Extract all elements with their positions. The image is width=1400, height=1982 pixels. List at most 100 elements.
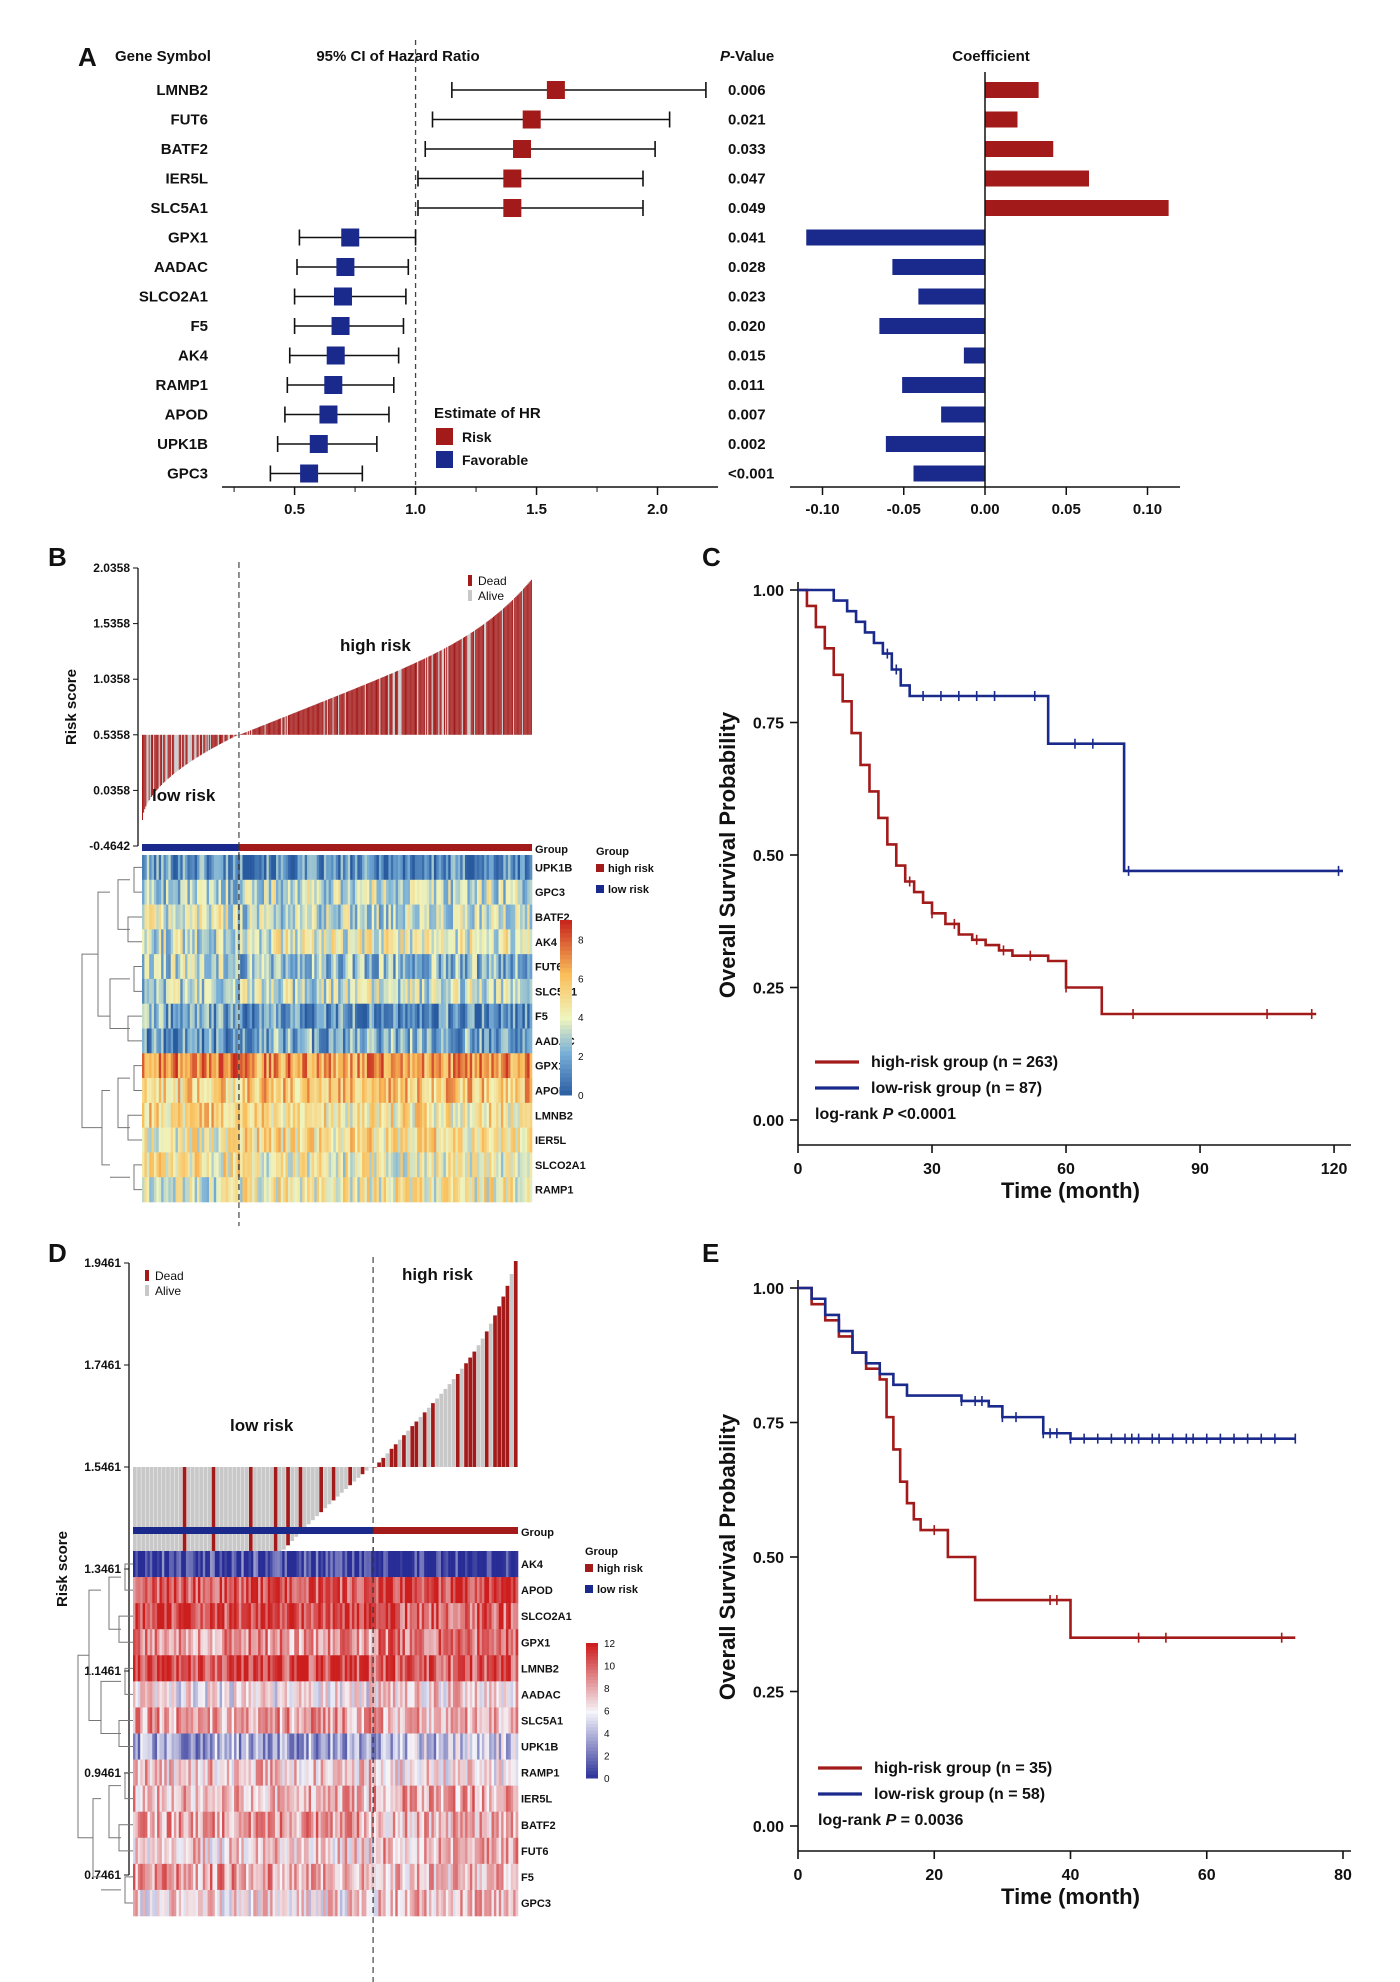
heatmap-cell xyxy=(222,1759,225,1786)
heatmap-cell xyxy=(421,1127,425,1153)
heatmap-cell xyxy=(291,1603,295,1630)
heatmap-cell xyxy=(140,1811,143,1839)
heatmap-cell xyxy=(513,1681,516,1708)
heatmap-cell xyxy=(208,1053,212,1079)
risk-score-bar xyxy=(388,674,390,735)
heatmap-cell xyxy=(250,1707,254,1734)
heatmap-cell xyxy=(349,1733,353,1760)
heatmap-cell xyxy=(342,1629,346,1656)
heatmap-cell xyxy=(481,1003,485,1029)
colorbar-step xyxy=(560,941,572,947)
heatmap-cell xyxy=(419,1551,423,1578)
heatmap-cell xyxy=(193,1707,196,1734)
heatmap-cell xyxy=(270,1785,273,1813)
heatmap-cell xyxy=(388,1177,392,1203)
heatmap-cell xyxy=(142,855,145,881)
heatmap-cell xyxy=(479,1603,483,1630)
heatmap-cell xyxy=(359,1102,363,1128)
heatmap-cell xyxy=(327,1707,331,1734)
heatmap-cell xyxy=(242,1127,246,1153)
heatmap-cell xyxy=(146,1078,150,1104)
coefficient-bar xyxy=(918,288,985,305)
heatmap-cell xyxy=(345,855,349,881)
p-value: 0.047 xyxy=(728,171,766,188)
heatmap-cell xyxy=(455,1177,459,1203)
heatmap-cell xyxy=(474,855,478,881)
heatmap-cell xyxy=(508,1177,511,1203)
heatmap-cell xyxy=(264,978,267,1005)
heatmap-cell xyxy=(194,1003,198,1029)
heatmap-cell xyxy=(153,978,157,1005)
heatmap-cell xyxy=(332,1759,336,1786)
heatmap-cell xyxy=(474,1551,478,1578)
heatmap-cell xyxy=(390,929,394,955)
heatmap-cell xyxy=(486,1003,490,1029)
heatmap-cell xyxy=(510,1655,514,1682)
heatmap-cell xyxy=(486,1681,490,1708)
heatmap-cell xyxy=(316,954,320,980)
risk-score-bar xyxy=(352,689,354,735)
heatmap-cell xyxy=(144,1177,148,1203)
heatmap-cell xyxy=(224,1785,228,1813)
heatmap-cell xyxy=(455,1028,459,1054)
heatmap-cell xyxy=(278,1028,282,1054)
heatmap-cell xyxy=(493,1733,497,1760)
heatmap-cell xyxy=(205,1707,208,1734)
heatmap-cell xyxy=(481,1811,485,1839)
heatmap-cell xyxy=(308,1837,312,1865)
heatmap-cell xyxy=(183,1603,187,1630)
heatmap-cell xyxy=(465,1681,468,1708)
heatmap-cell xyxy=(414,1759,418,1786)
heatmap-cell xyxy=(147,1837,151,1865)
heatmap-cell xyxy=(424,929,428,955)
heatmap-cell xyxy=(419,1028,423,1054)
header-p-rest: -Value xyxy=(730,48,774,65)
heatmap-cell xyxy=(508,1629,512,1656)
heatmap-cell xyxy=(292,1053,296,1079)
heatmap-cell xyxy=(190,1577,194,1604)
heatmap-cell xyxy=(223,1102,227,1128)
heatmap-cell xyxy=(247,1078,250,1104)
heatmap-cell xyxy=(272,1733,276,1760)
heatmap-cell xyxy=(333,904,337,930)
heatmap-cell xyxy=(352,929,356,955)
heatmap-cell xyxy=(313,1655,317,1682)
heatmap-cell xyxy=(500,1102,504,1128)
risk-score-bar xyxy=(397,670,399,735)
heatmap-cell xyxy=(390,855,394,881)
heatmap-cell xyxy=(354,1837,358,1865)
group-bar-low xyxy=(133,1527,374,1534)
heatmap-cell xyxy=(253,1811,257,1839)
risk-score-bar xyxy=(243,733,245,735)
legend-label: Favorable xyxy=(462,452,528,468)
heatmap-cell xyxy=(407,1681,411,1708)
risk-score-bar xyxy=(472,1351,477,1467)
heatmap-gene-label: UPK1B xyxy=(535,862,572,874)
heatmap-cell xyxy=(278,1127,282,1153)
heatmap-cell xyxy=(431,1028,435,1054)
heatmap-cell xyxy=(414,1078,418,1104)
risk-score-bar xyxy=(443,648,445,735)
heatmap-cell xyxy=(378,1785,382,1813)
heatmap-cell xyxy=(524,904,528,930)
heatmap-cell xyxy=(331,1028,334,1054)
heatmap-cell xyxy=(378,1629,382,1656)
heatmap-cell xyxy=(271,855,274,881)
heatmap-cell xyxy=(309,1177,313,1203)
heatmap-cell xyxy=(400,929,404,955)
heatmap-cell xyxy=(450,1127,454,1153)
heatmap-cell xyxy=(187,929,191,955)
heatmap-cell xyxy=(402,1127,406,1153)
heatmap-cell xyxy=(238,1551,242,1578)
heatmap-cell xyxy=(388,929,392,955)
risk-score-bar xyxy=(484,1331,489,1467)
heatmap-cell xyxy=(460,954,463,980)
heatmap-cell xyxy=(149,1603,153,1630)
heatmap-cell xyxy=(390,1785,394,1813)
heatmap-cell xyxy=(260,1551,264,1578)
heatmap-cell xyxy=(344,1811,348,1839)
heatmap-cell xyxy=(331,978,334,1005)
risk-score-bar xyxy=(274,720,276,735)
heatmap-cell xyxy=(254,954,258,980)
heatmap-cell xyxy=(416,1837,420,1865)
